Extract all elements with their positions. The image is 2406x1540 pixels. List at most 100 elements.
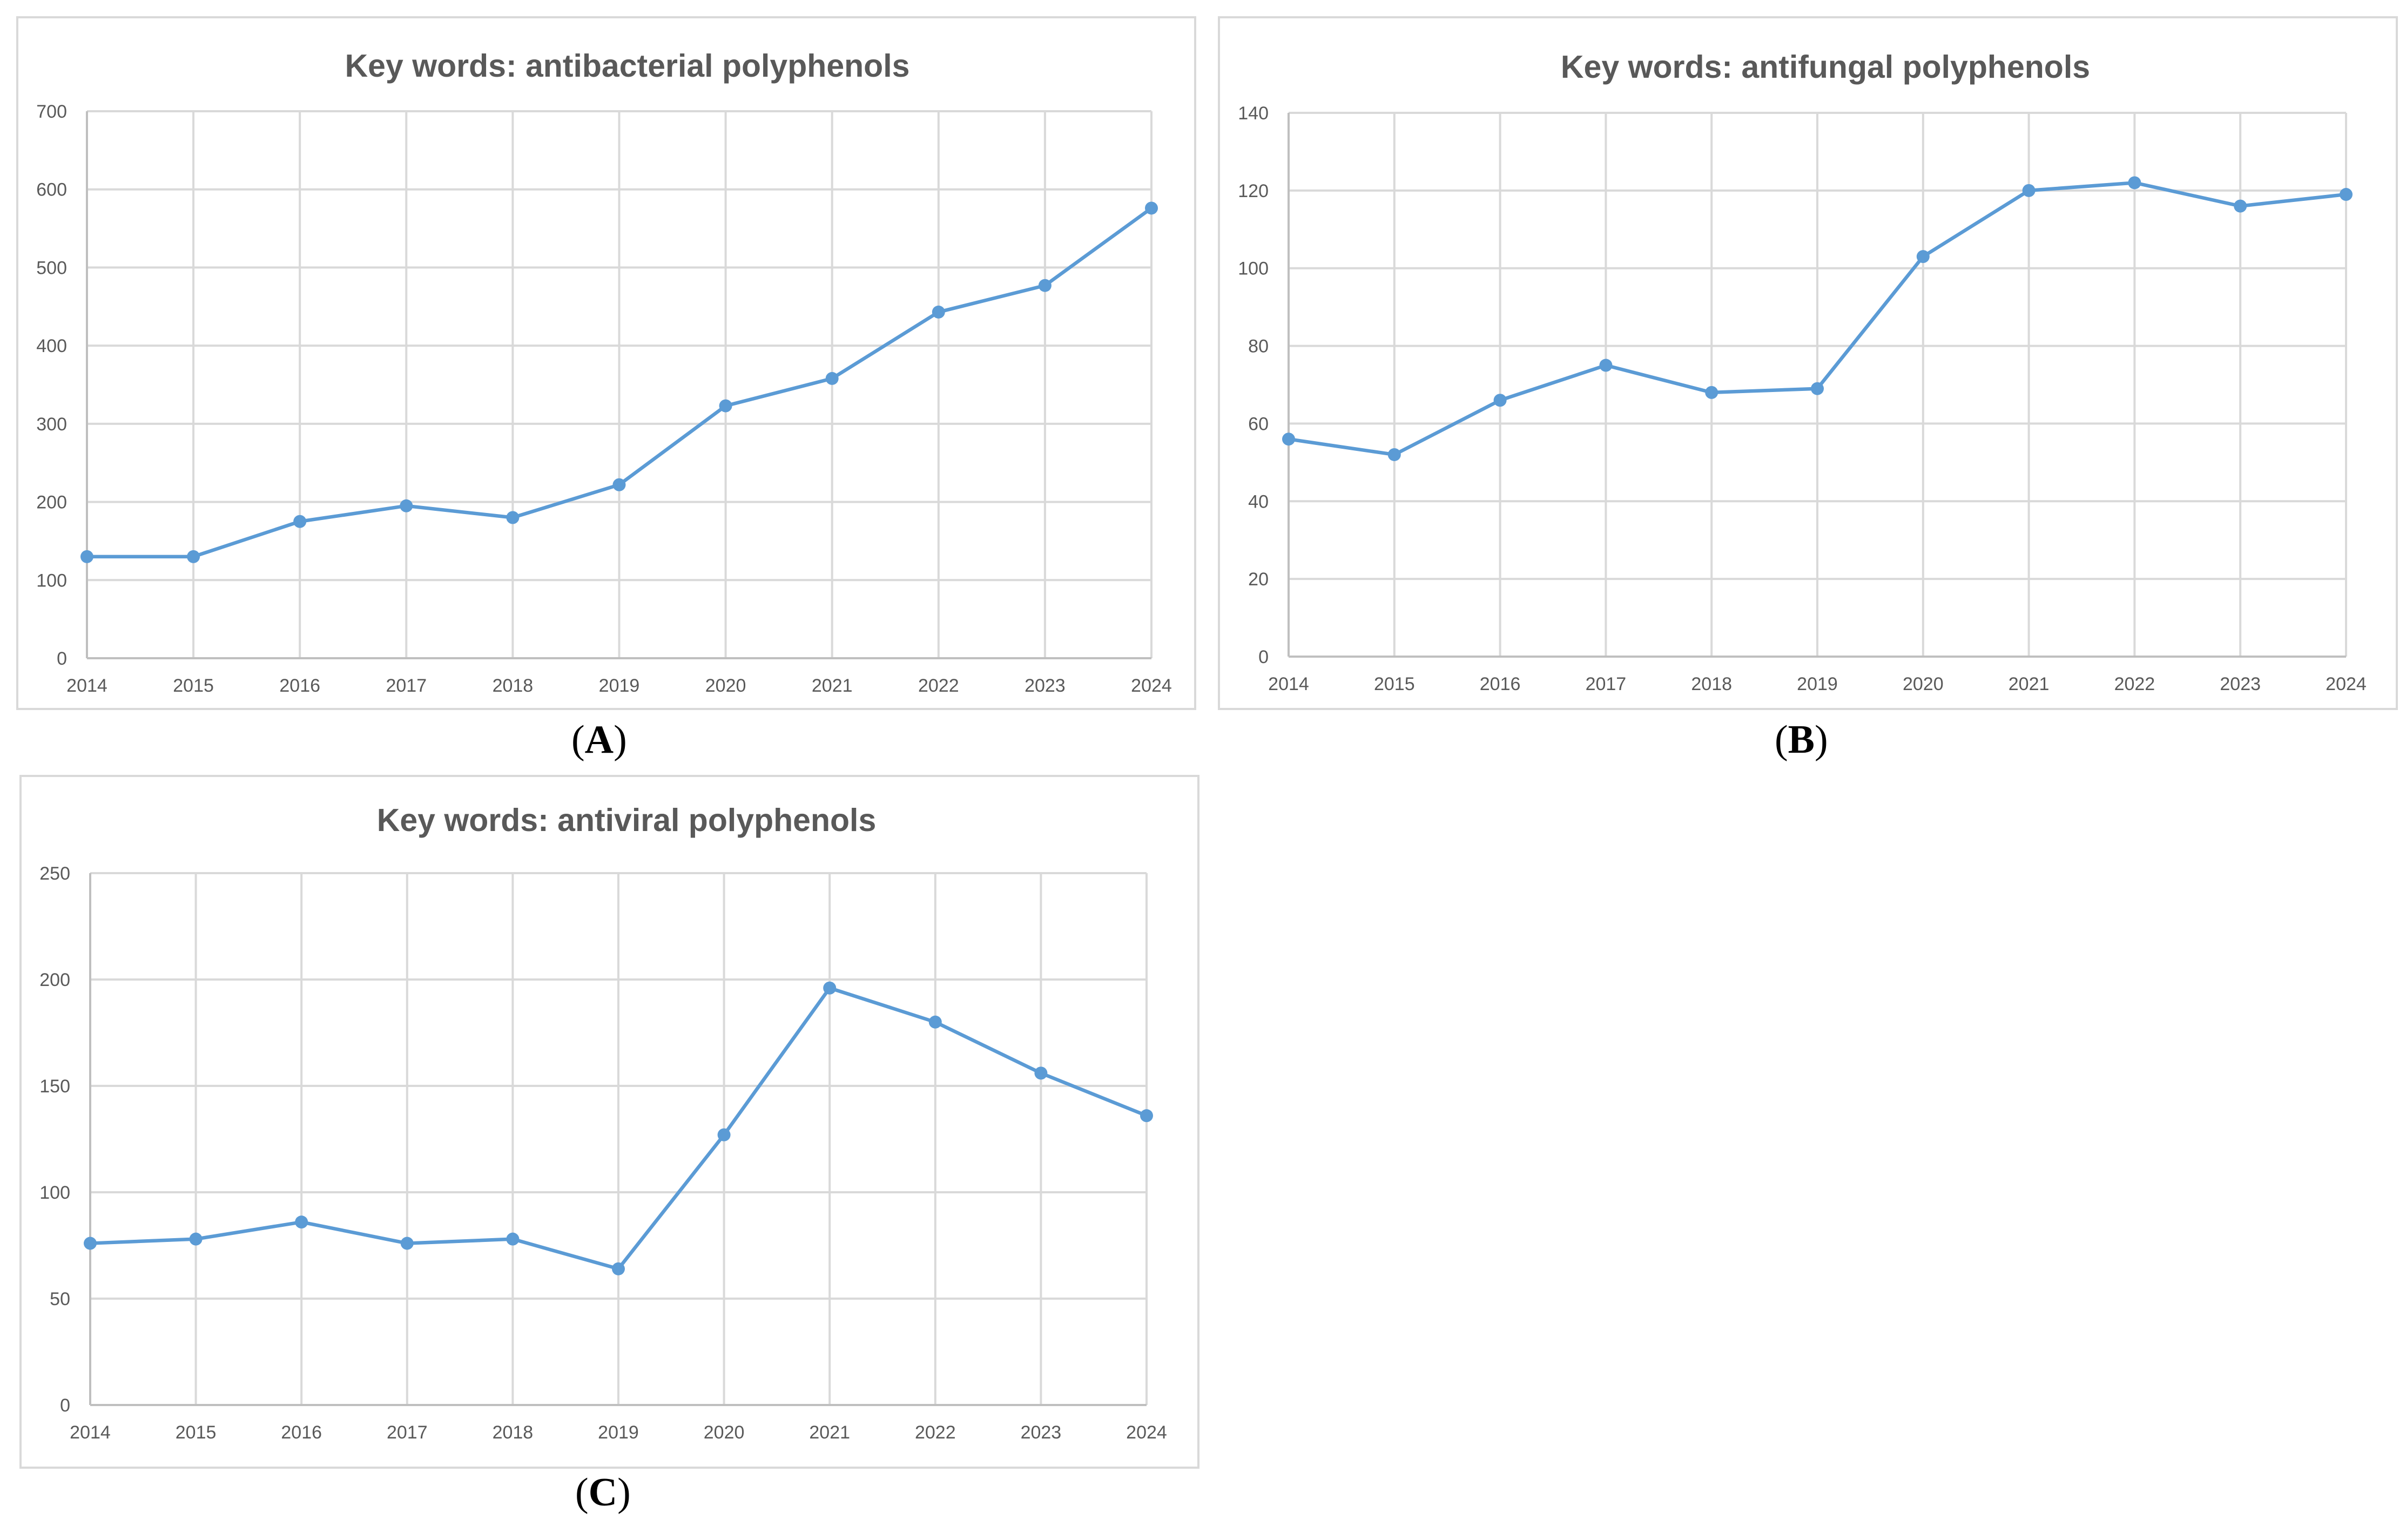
chart-c-data-point	[823, 981, 837, 995]
chart-b-data-point	[1387, 448, 1401, 461]
chart-a-y-tick-label: 600	[36, 180, 67, 200]
chart-a-y-tick-label: 400	[36, 336, 67, 356]
chart-b-data-point	[2022, 184, 2036, 197]
chart-b-x-tick-label: 2017	[1586, 674, 1627, 694]
chart-b-y-tick-label: 60	[1248, 414, 1269, 434]
chart-c-data-point	[506, 1232, 520, 1246]
chart-b-data-point	[1705, 386, 1718, 399]
chart-c-data-point	[612, 1262, 625, 1275]
chart-c-data-point	[189, 1232, 203, 1246]
chart-b-x-tick-label: 2014	[1268, 674, 1309, 694]
chart-c-data-point	[1140, 1109, 1153, 1123]
chart-c-x-tick-label: 2018	[493, 1422, 534, 1443]
chart-c-data-point	[295, 1215, 308, 1229]
chart-b-x-tick-label: 2019	[1797, 674, 1838, 694]
chart-a-data-point	[187, 550, 200, 563]
chart-b-x-tick-label: 2023	[2220, 674, 2261, 694]
chart-b-data-point	[1811, 382, 1824, 395]
chart-b-y-tick-label: 0	[1258, 647, 1269, 667]
chart-c-y-tick-label: 100	[39, 1183, 70, 1203]
chart-b-data-point	[1599, 359, 1613, 372]
chart-panel-c: Key words: antiviral polyphenols 0 50 100 15…	[19, 775, 1199, 1469]
panel-label-a-text: A	[584, 718, 614, 762]
chart-a-y-tick-label: 200	[36, 492, 67, 513]
chart-b-y-tick-label: 100	[1238, 259, 1269, 279]
chart-c-x-tick-label: 2017	[387, 1422, 428, 1443]
chart-a-x-tick-label: 2015	[173, 676, 214, 696]
chart-c-x-tick-label: 2016	[281, 1422, 322, 1443]
chart-c-x-tick-label: 2024	[1126, 1422, 1167, 1443]
chart-a-title: Key words: antibacterial polyphenols	[345, 48, 910, 84]
chart-c-x-tick-label: 2022	[915, 1422, 956, 1443]
chart-c-data-point	[400, 1237, 414, 1250]
panel-label-a: (A)	[571, 718, 627, 762]
chart-c-data-point	[1034, 1066, 1048, 1080]
chart-a-data-point	[825, 372, 839, 385]
chart-a-x-tick-label: 2016	[279, 676, 320, 696]
chart-a-data-point	[1145, 201, 1158, 215]
chart-a-y-tick-label: 700	[36, 102, 67, 122]
chart-a-y-tick-label: 500	[36, 258, 67, 278]
chart-b-svg: Key words: antifungal polyphenols 0 20 40 60…	[1238, 49, 2367, 694]
panel-label-b-text: B	[1788, 718, 1815, 762]
chart-c-data-point	[717, 1128, 731, 1142]
chart-c-x-tick-label: 2020	[704, 1422, 745, 1443]
chart-b-data-point	[2128, 176, 2141, 190]
chart-b-y-tick-label: 80	[1248, 336, 1269, 357]
chart-c-x-tick-label: 2019	[598, 1422, 639, 1443]
chart-a-svg: Key words: antibacterial polyphenols 0 100…	[36, 48, 1172, 696]
chart-a-x-tick-label: 2018	[493, 676, 534, 696]
chart-c-x-tick-label: 2021	[809, 1422, 850, 1443]
chart-a-data-point	[612, 478, 626, 491]
chart-c-y-tick-label: 150	[39, 1076, 70, 1097]
chart-c-x-tick-label: 2023	[1021, 1422, 1062, 1443]
chart-c-y-tick-label: 0	[60, 1395, 70, 1416]
panel-label-c: (C)	[575, 1470, 631, 1515]
chart-c-x-tick-label: 2015	[176, 1422, 217, 1443]
chart-b-x-tick-label: 2024	[2326, 674, 2367, 694]
chart-a-y-tick-label: 0	[57, 649, 67, 669]
chart-b-data-point	[2340, 188, 2353, 201]
chart-c-y-tick-label: 50	[50, 1289, 70, 1309]
chart-c-y-tick-label: 200	[39, 970, 70, 990]
chart-a-x-tick-label: 2019	[599, 676, 640, 696]
chart-c-x-tick-label: 2014	[70, 1422, 111, 1443]
chart-a-data-point	[506, 511, 520, 524]
chart-c-title: Key words: antiviral polyphenols	[377, 802, 877, 838]
chart-a-x-tick-label: 2021	[812, 676, 853, 696]
chart-b-y-tick-label: 140	[1238, 103, 1269, 124]
chart-c-data-point	[84, 1237, 97, 1250]
chart-panel-a: Key words: antibacterial polyphenols 0 100…	[16, 16, 1196, 710]
chart-b-y-tick-label: 20	[1248, 569, 1269, 590]
chart-panel-b: Key words: antifungal polyphenols 0 20 40 60…	[1218, 16, 2398, 710]
chart-b-data-point	[1493, 394, 1507, 407]
chart-c-svg: Key words: antiviral polyphenols 0 50 100 15…	[39, 802, 1167, 1443]
chart-c-y-tick-label: 250	[39, 863, 70, 884]
chart-a-y-tick-label: 100	[36, 570, 67, 591]
chart-a-data-point	[932, 305, 945, 319]
chart-a-x-tick-label: 2014	[66, 676, 107, 696]
chart-b-x-tick-label: 2016	[1480, 674, 1521, 694]
chart-b-data-point	[1282, 433, 1295, 446]
chart-a-x-tick-label: 2017	[386, 676, 427, 696]
chart-a-x-tick-label: 2020	[705, 676, 746, 696]
panel-label-c-text: C	[588, 1470, 618, 1515]
chart-b-x-tick-label: 2020	[1903, 674, 1944, 694]
chart-a-data-point	[293, 515, 307, 528]
chart-c-data-point	[928, 1015, 942, 1029]
chart-a-data-point	[1038, 279, 1052, 292]
chart-b-x-tick-label: 2022	[2114, 674, 2155, 694]
chart-b-x-tick-label: 2015	[1374, 674, 1415, 694]
chart-a-data-point	[400, 499, 413, 512]
chart-a-y-tick-label: 300	[36, 414, 67, 435]
chart-b-y-tick-label: 40	[1248, 491, 1269, 512]
panel-label-b: (B)	[1775, 718, 1828, 762]
chart-b-y-tick-label: 120	[1238, 181, 1269, 201]
chart-a-data-point	[719, 399, 732, 413]
chart-b-data-point	[2234, 199, 2247, 213]
chart-b-x-tick-label: 2021	[2009, 674, 2050, 694]
chart-b-title: Key words: antifungal polyphenols	[1561, 49, 2090, 85]
chart-a-data-point	[80, 550, 93, 563]
chart-a-x-tick-label: 2023	[1025, 676, 1066, 696]
chart-a-x-tick-label: 2024	[1131, 676, 1172, 696]
